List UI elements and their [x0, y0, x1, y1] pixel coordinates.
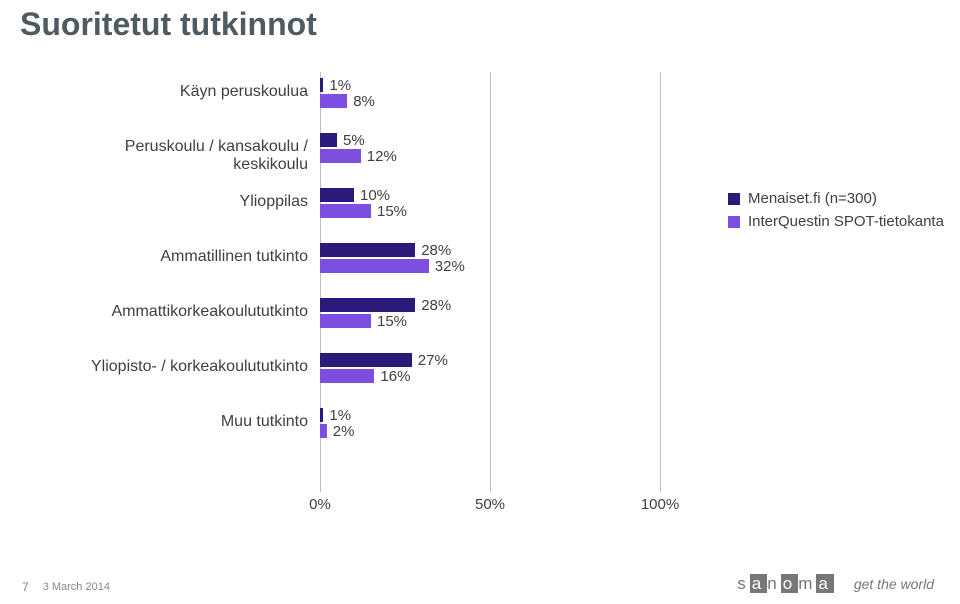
category-label: Yliopisto- / korkeakoulututkinto — [48, 358, 308, 376]
bar-value-label: 27% — [418, 352, 448, 369]
x-tick-label: 0% — [295, 496, 345, 513]
bar-value-label: 28% — [421, 297, 451, 314]
legend-swatch — [728, 193, 740, 205]
category-label: Ammattikorkeakoulututkinto — [48, 303, 308, 321]
brand-letter: m — [798, 574, 816, 593]
legend-item: Menaiset.fi (n=300) — [728, 190, 958, 207]
legend-item: InterQuestin SPOT-tietokanta — [728, 213, 958, 230]
x-tick-label: 100% — [635, 496, 685, 513]
chart-title: Suoritetut tutkinnot — [20, 6, 317, 43]
bar — [320, 188, 354, 202]
bar-value-label: 28% — [421, 242, 451, 259]
bar — [320, 424, 327, 438]
bar — [320, 353, 412, 367]
bar-value-label: 32% — [435, 258, 465, 275]
page-number: 7 — [22, 580, 29, 594]
bar — [320, 204, 371, 218]
category-label: Muu tutkinto — [48, 413, 308, 431]
bar-chart: 1%8%5%12%10%15%28%32%28%15%27%16%1%2% Kä… — [40, 72, 920, 522]
legend-swatch — [728, 216, 740, 228]
bar — [320, 149, 361, 163]
brand-logo: sanoma — [737, 574, 834, 594]
bar-value-label: 15% — [377, 203, 407, 220]
category-label: Peruskoulu / kansakoulu / keskikoulu — [48, 138, 308, 174]
bar-value-label: 5% — [343, 132, 365, 149]
legend-label: Menaiset.fi (n=300) — [748, 190, 877, 207]
brand-letter: a — [750, 574, 767, 593]
bar-value-label: 1% — [329, 77, 351, 94]
category-label: Käyn peruskoulua — [48, 83, 308, 101]
bar-value-label: 12% — [367, 148, 397, 165]
bar-value-label: 16% — [380, 368, 410, 385]
brand-letter: n — [767, 574, 780, 593]
brand-area: sanoma get the world — [737, 574, 934, 594]
bar — [320, 408, 323, 422]
footer: 7 3 March 2014 — [22, 580, 110, 594]
bar — [320, 94, 347, 108]
category-label: Ammatillinen tutkinto — [48, 248, 308, 266]
legend-label: InterQuestin SPOT-tietokanta — [748, 213, 944, 230]
bar-value-label: 15% — [377, 313, 407, 330]
legend: Menaiset.fi (n=300) InterQuestin SPOT-tie… — [728, 190, 958, 236]
bar-value-label: 8% — [353, 93, 375, 110]
brand-letter: a — [816, 574, 833, 593]
bar — [320, 133, 337, 147]
x-tick-label: 50% — [465, 496, 515, 513]
brand-letter: o — [781, 574, 798, 593]
bar — [320, 314, 371, 328]
bar — [320, 243, 415, 257]
brand-tagline: get the world — [854, 576, 934, 592]
bar — [320, 369, 374, 383]
gridline — [660, 72, 661, 492]
brand-letter: s — [737, 574, 750, 593]
plot-area: 1%8%5%12%10%15%28%32%28%15%27%16%1%2% — [320, 72, 660, 492]
category-label: Ylioppilas — [48, 193, 308, 211]
bar-value-label: 1% — [329, 407, 351, 424]
bar — [320, 298, 415, 312]
gridline — [490, 72, 491, 492]
bar — [320, 78, 323, 92]
bar — [320, 259, 429, 273]
footer-date: 3 March 2014 — [43, 581, 110, 593]
bar-value-label: 10% — [360, 187, 390, 204]
bar-value-label: 2% — [333, 423, 355, 440]
